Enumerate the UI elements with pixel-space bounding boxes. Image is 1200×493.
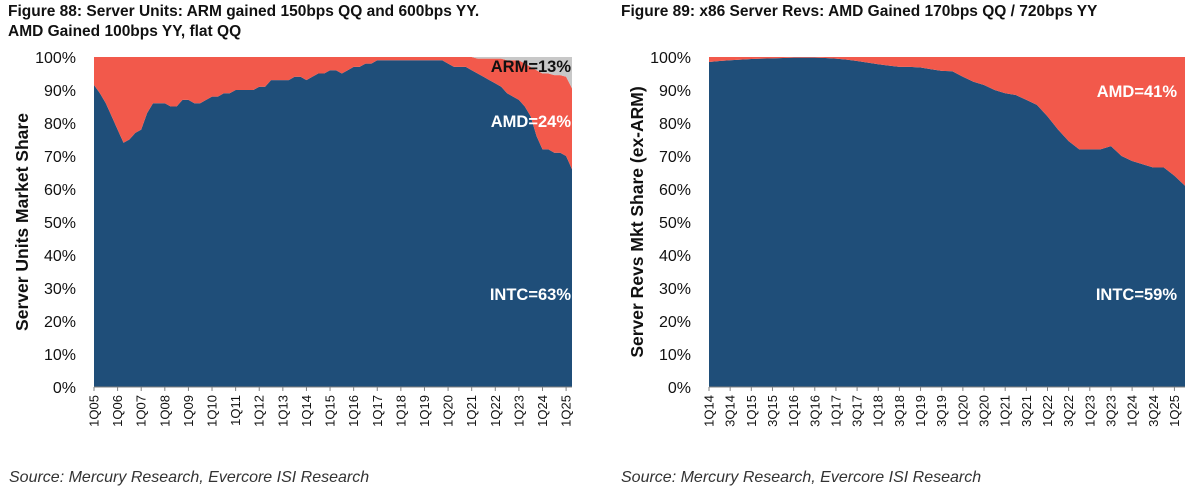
x-tick-label: 1Q14 (702, 395, 717, 427)
y-tick-label: 20% (44, 314, 76, 331)
series-label-amd: AMD=41% (1097, 83, 1178, 101)
x-tick-label: 1Q15 (744, 395, 759, 427)
x-tick-label: 1Q23 (1082, 395, 1097, 427)
y-tick-label: 100% (650, 50, 691, 67)
y-tick-label: 80% (44, 116, 76, 133)
y-tick-label: 10% (659, 347, 691, 364)
figure-89-title: Figure 89: x86 Server Revs: AMD Gained 1… (621, 2, 1196, 22)
x-tick-label: 1Q07 (134, 395, 149, 427)
x-tick-label: 1Q05 (87, 395, 102, 427)
y-tick-label: 50% (659, 215, 691, 232)
x-tick-label: 1Q22 (1040, 395, 1055, 427)
figure-89-source: Source: Mercury Research, Evercore ISI R… (621, 469, 982, 486)
figure-88-title: Figure 88: Server Units: ARM gained 150b… (8, 2, 598, 42)
y-tick-label: 40% (659, 248, 691, 265)
x-tick-label: 3Q19 (934, 395, 949, 427)
x-tick-label: 1Q17 (828, 395, 843, 427)
area-arm (94, 57, 572, 89)
y-tick-label: 80% (659, 116, 691, 133)
x-tick-label: 1Q16 (346, 395, 361, 427)
x-tick-label: 3Q24 (1146, 395, 1161, 427)
y-tick-label: 0% (668, 380, 691, 397)
x-tick-label: 3Q18 (892, 395, 907, 427)
x-tick-label: 1Q13 (275, 395, 290, 427)
figure-89-title-line-1: Figure 89: x86 Server Revs: AMD Gained 1… (621, 3, 1098, 20)
x-tick-label: 1Q15 (323, 395, 338, 427)
y-tick-label: 70% (44, 149, 76, 166)
x-tick-label: 3Q22 (1061, 395, 1076, 427)
y-tick-label: 60% (659, 182, 691, 199)
x-tick-label: 1Q17 (370, 395, 385, 427)
x-tick-label: 3Q21 (1019, 395, 1034, 427)
x-tick-label: 1Q20 (441, 395, 456, 427)
y-tick-label: 100% (35, 50, 76, 67)
y-tick-label: 70% (659, 149, 691, 166)
x-tick-label: 3Q23 (1103, 395, 1118, 427)
figure-88-title-line-2: AMD Gained 100bps YY, flat QQ (8, 23, 242, 40)
x-tick-label: 3Q14 (723, 395, 738, 427)
server-units-share-chart: 0% 10% 20% 30% 40% 50% 60% 70% 80% 90% 100% 1Q05 1Q0… (12, 50, 574, 427)
y-tick-label: 90% (44, 83, 76, 100)
x-tick-label: 1Q06 (110, 395, 125, 427)
figure-88-title-line-1: Figure 88: Server Units: ARM gained 150b… (8, 3, 480, 20)
y-tick-label: 20% (659, 314, 691, 331)
x-tick-label: 1Q10 (205, 395, 220, 427)
x-tick-label: 1Q24 (535, 395, 550, 427)
x-tick-label: 1Q19 (913, 395, 928, 427)
series-label-intc: INTC=63% (490, 286, 571, 304)
x-tick-label: 1Q11 (228, 395, 243, 426)
x-tick-label: 3Q16 (807, 395, 822, 427)
x-tick-label: 3Q15 (765, 395, 780, 427)
x-tick-label: 1Q14 (299, 395, 314, 427)
area-intc (709, 57, 1185, 387)
y-axis-title: Server Units Market Share (12, 113, 32, 331)
x-tick-label: 1Q21 (998, 395, 1013, 427)
x-tick-label: 1Q09 (181, 395, 196, 427)
y-tick-label: 60% (44, 182, 76, 199)
x-tick-label: 1Q22 (488, 395, 503, 427)
x-tick-label: 1Q25 (1167, 395, 1182, 427)
x-tick-label: 1Q21 (464, 395, 479, 427)
y-tick-label: 10% (44, 347, 76, 364)
server-revs-share-chart: 0% 10% 20% 30% 40% 50% 60% 70% 80% 90% 100% 1Q14 3Q1… (627, 50, 1185, 427)
x-tick-label: 3Q17 (850, 395, 865, 427)
x-tick-label: 1Q19 (417, 395, 432, 427)
figure-88-source: Source: Mercury Research, Evercore ISI R… (9, 469, 370, 486)
area-amd (709, 57, 1185, 186)
y-tick-label: 0% (53, 380, 76, 397)
y-tick-label: 30% (44, 281, 76, 298)
series-label-intc: INTC=59% (1096, 286, 1177, 304)
y-tick-label: 50% (44, 215, 76, 232)
x-tick-label: 1Q20 (955, 395, 970, 427)
x-tick-label: 3Q20 (977, 395, 992, 427)
y-tick-label: 40% (44, 248, 76, 265)
x-tick-label: 1Q12 (252, 395, 267, 427)
y-tick-label: 90% (659, 83, 691, 100)
series-label-arm: ARM=13% (491, 58, 572, 76)
series-label-amd: AMD=24% (491, 113, 572, 131)
x-tick-label: 1Q24 (1125, 395, 1140, 427)
area-amd (94, 57, 572, 170)
x-tick-label: 1Q16 (786, 395, 801, 427)
x-tick-label: 1Q08 (157, 395, 172, 427)
x-tick-label: 1Q23 (511, 395, 526, 427)
area-intc (94, 60, 572, 388)
y-axis-title: Server Revs Mkt Share (ex-ARM) (627, 86, 647, 357)
x-tick-label: 1Q25 (559, 395, 574, 427)
x-tick-label: 1Q18 (393, 395, 408, 427)
y-tick-label: 30% (659, 281, 691, 298)
x-tick-label: 1Q18 (871, 395, 886, 427)
